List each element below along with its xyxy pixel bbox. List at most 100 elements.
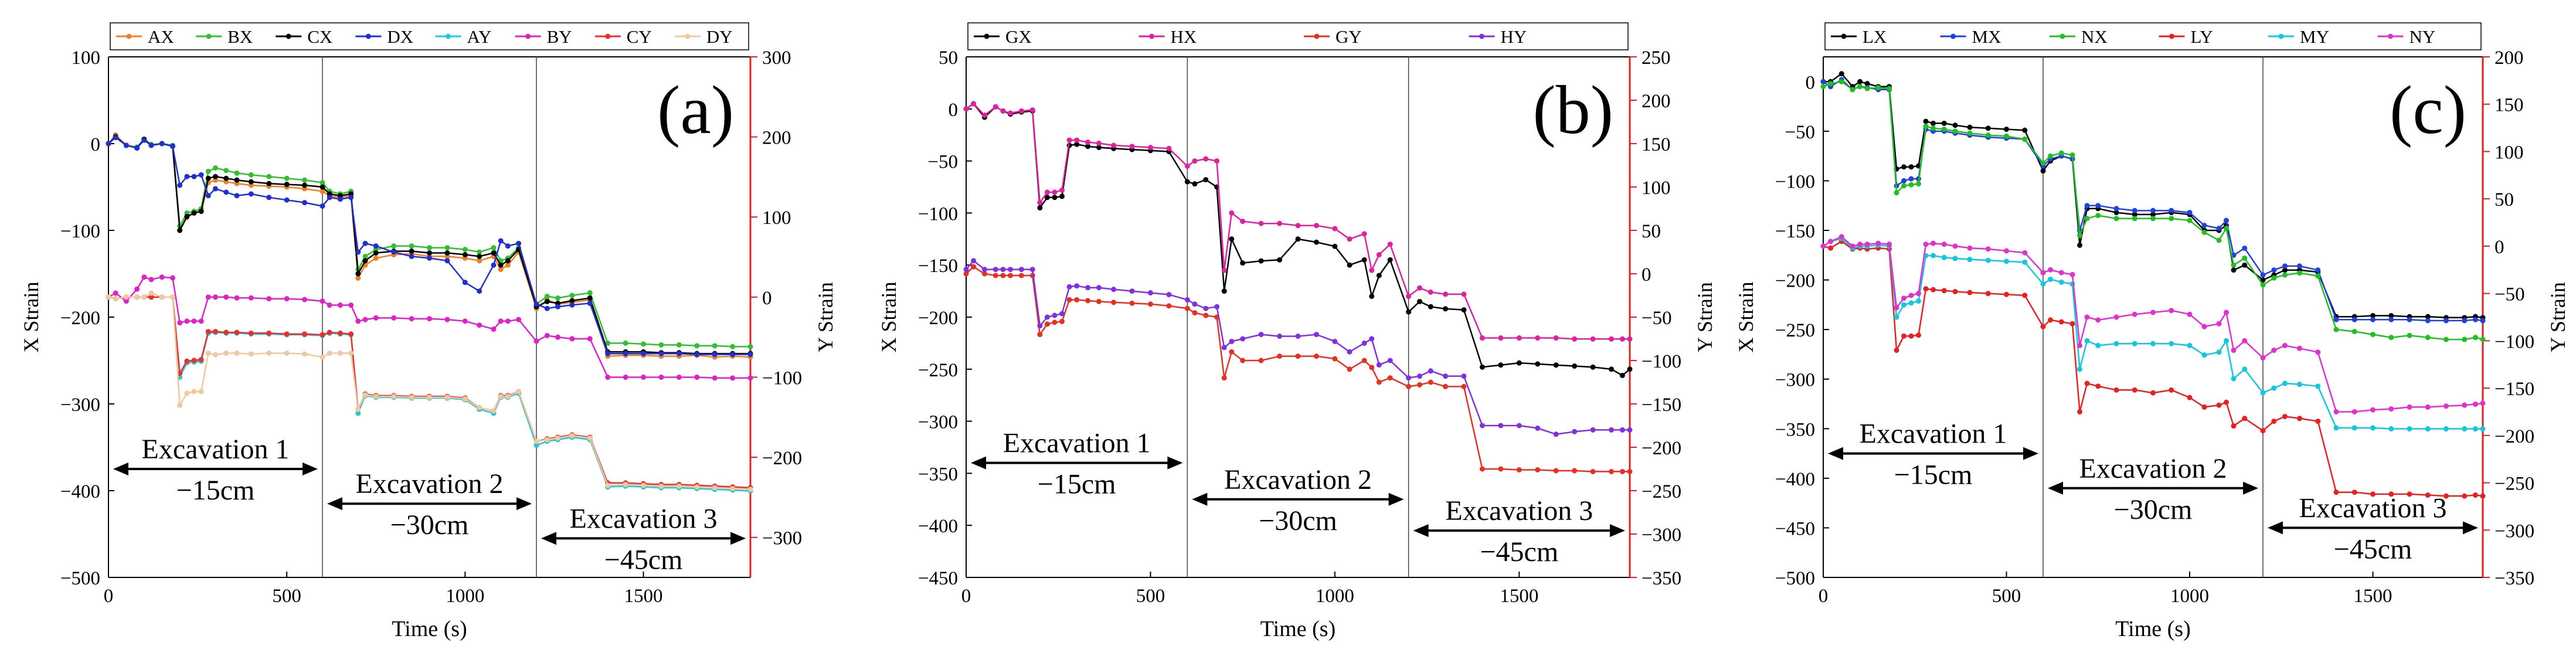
excavation-annotation: Excavation 2 −30cm <box>327 468 532 540</box>
arrow-head-left <box>541 532 556 545</box>
data-point <box>1059 193 1065 199</box>
data-point <box>1332 356 1338 362</box>
data-point <box>2022 127 2028 133</box>
data-point <box>2388 312 2394 318</box>
data-point <box>1347 262 1352 268</box>
data-point <box>1406 309 1412 315</box>
data-point <box>2224 226 2229 232</box>
data-point <box>2077 342 2082 348</box>
series-nx <box>1820 79 2486 342</box>
data-point <box>1572 363 1578 369</box>
data-point <box>1052 312 1058 318</box>
excavation-annotation: Excavation 2 −30cm <box>2048 453 2258 525</box>
data-point <box>623 482 628 488</box>
series-line <box>108 276 750 379</box>
data-point <box>641 374 646 380</box>
y2-tick-label: −150 <box>1642 395 1681 416</box>
data-point <box>1111 300 1117 305</box>
data-point <box>348 195 354 200</box>
legend-label: NX <box>2081 26 2108 47</box>
y2-tick-label: 0 <box>762 288 772 309</box>
data-point <box>1258 258 1264 264</box>
data-point <box>516 389 522 395</box>
annotation-depth: −45cm <box>2334 533 2412 565</box>
data-point <box>1901 178 1906 183</box>
data-point <box>1516 423 1522 429</box>
data-point <box>1096 145 1102 151</box>
data-point <box>1192 301 1198 307</box>
y2-tick-label: −300 <box>2495 521 2534 542</box>
y-tick-label: −300 <box>918 412 958 433</box>
data-point <box>2132 387 2137 393</box>
data-point <box>2022 136 2028 142</box>
data-point <box>1387 375 1393 381</box>
data-point <box>409 253 414 259</box>
data-point <box>1916 181 1921 187</box>
data-point <box>362 392 368 398</box>
legend-marker <box>365 33 371 39</box>
data-point <box>248 179 254 185</box>
data-point <box>569 336 575 342</box>
y2-tick-label: −100 <box>762 368 802 389</box>
data-point <box>1627 336 1633 342</box>
data-point <box>1931 287 1936 293</box>
data-point <box>2169 308 2174 314</box>
y2-tick-label: −200 <box>1642 438 1681 459</box>
data-point <box>148 142 154 148</box>
data-point <box>981 112 987 118</box>
data-point <box>205 294 211 300</box>
data-point <box>2242 338 2248 344</box>
data-point <box>427 316 432 322</box>
data-point <box>963 106 969 112</box>
legend: GX HX GY HY <box>967 22 1629 50</box>
data-point <box>569 298 575 304</box>
legend-label: MY <box>2300 26 2329 47</box>
data-point <box>712 375 718 381</box>
data-point <box>1985 132 1991 138</box>
data-point <box>505 318 511 324</box>
data-point <box>2231 267 2237 273</box>
y2-tick-label: 200 <box>762 128 791 149</box>
series-dy <box>106 290 753 492</box>
data-point <box>491 408 497 414</box>
data-point <box>1627 468 1633 474</box>
legend-marker <box>1479 33 1484 39</box>
data-point <box>1985 291 1991 297</box>
y2-tick-label: 150 <box>1642 134 1671 155</box>
data-point <box>1985 246 1991 252</box>
data-point <box>1875 84 1881 90</box>
y-tick-label: −400 <box>1775 469 1815 490</box>
data-point <box>1085 298 1091 304</box>
series-dx <box>106 135 753 358</box>
data-point <box>362 258 368 264</box>
data-point <box>1609 427 1615 433</box>
data-point <box>2333 317 2339 322</box>
data-point <box>1619 372 1625 378</box>
y2-tick-label: 50 <box>1642 221 1661 242</box>
data-point <box>348 331 354 337</box>
data-point <box>1428 289 1433 295</box>
y-tick-label: −400 <box>60 481 100 502</box>
data-point <box>1258 220 1264 226</box>
data-point <box>1347 349 1352 355</box>
y2-tick-label: 100 <box>2495 142 2524 163</box>
chart-panel-3: 0−50−100−150−200−250−300−350−400−450−500… <box>1734 22 2570 641</box>
data-point <box>963 267 969 273</box>
data-point <box>1277 334 1283 339</box>
data-point <box>462 251 468 257</box>
data-point <box>1074 297 1080 302</box>
data-point <box>730 352 736 358</box>
data-point <box>2425 492 2431 498</box>
legend-marker <box>206 33 212 39</box>
data-point <box>1498 362 1504 368</box>
data-point <box>2315 419 2321 424</box>
data-point <box>533 301 539 307</box>
data-point <box>1018 267 1024 273</box>
data-point <box>993 104 998 110</box>
data-point <box>1553 431 1559 437</box>
data-point <box>1203 177 1209 183</box>
data-point <box>1931 125 1936 131</box>
data-point <box>198 356 204 362</box>
data-point <box>391 249 397 255</box>
legend-label: GX <box>1005 26 1032 47</box>
